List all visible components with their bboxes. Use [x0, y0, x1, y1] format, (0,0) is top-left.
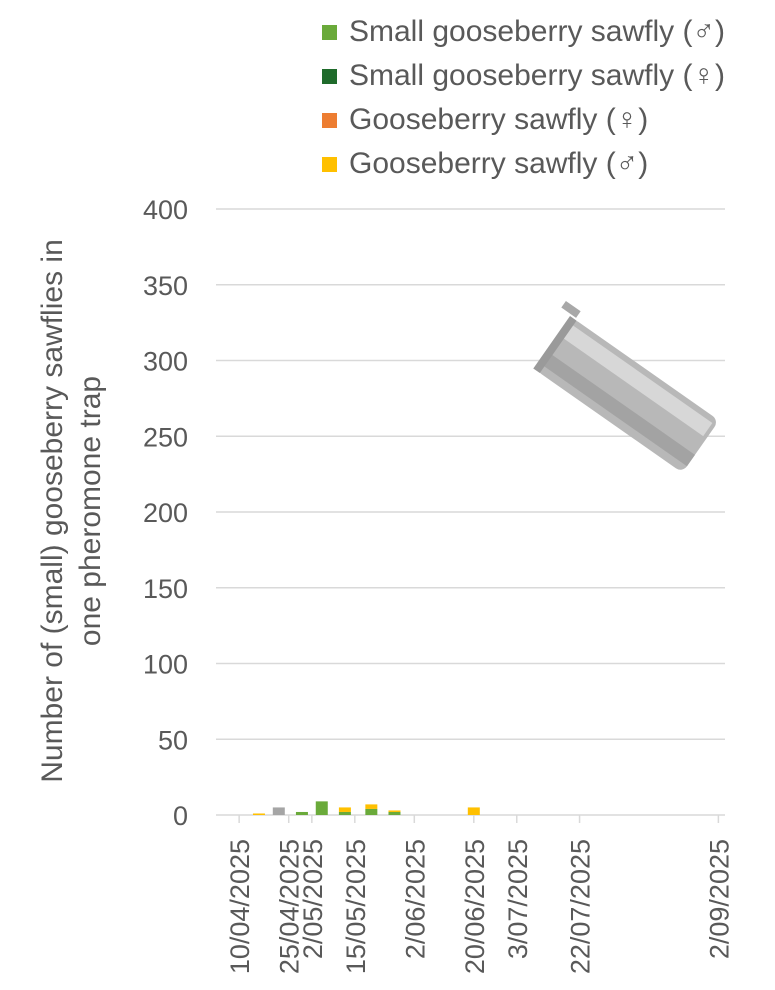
bar [388, 811, 401, 815]
legend-swatch [322, 156, 337, 172]
bar [388, 810, 401, 812]
x-tick-label: 10/04/2025 [225, 839, 255, 974]
bar [365, 804, 378, 809]
bar [272, 807, 285, 815]
legend-swatch [322, 24, 337, 40]
y-tick-label: 250 [143, 422, 188, 452]
legend-item: Small gooseberry sawfly (♀) [322, 54, 725, 98]
legend-swatch [322, 112, 337, 128]
x-tick-label: 2/05/2025 [298, 839, 328, 959]
bar-series [252, 801, 480, 815]
y-tick-label: 300 [143, 347, 188, 377]
legend-item: Small gooseberry sawfly (♂) [322, 10, 725, 54]
legend-label: Gooseberry sawfly (♂) [349, 147, 649, 180]
y-tick-label: 100 [143, 650, 188, 680]
y-tick-label: 0 [173, 801, 188, 831]
y-axis-label: Number of (small) gooseberry sawflies in… [36, 239, 107, 783]
bar [467, 807, 480, 815]
legend: Small gooseberry sawfly (♂) Small gooseb… [322, 10, 725, 186]
legend-item: Gooseberry sawfly (♂) [322, 142, 725, 186]
bar [252, 813, 265, 815]
gridlines [216, 208, 725, 816]
x-tick-label: 2/09/2025 [704, 839, 734, 959]
x-tick-label: 25/04/2025 [275, 839, 305, 974]
x-tick-label: 15/05/2025 [341, 839, 371, 974]
bar [338, 811, 351, 815]
x-tick-label: 3/07/2025 [503, 839, 533, 959]
y-tick-label: 200 [143, 498, 188, 528]
legend-label: Small gooseberry sawfly (♂) [349, 15, 725, 48]
y-tick-label: 400 [143, 195, 188, 225]
bar [295, 811, 308, 815]
y-tick-label: 150 [143, 574, 188, 604]
x-tick-label: 22/07/2025 [566, 839, 596, 974]
bar [365, 808, 378, 815]
bar [315, 801, 328, 815]
legend-label: Gooseberry sawfly (♀) [349, 103, 649, 136]
x-tick-label: 2/06/2025 [400, 839, 430, 959]
legend-label: Small gooseberry sawfly (♀) [349, 59, 725, 92]
y-tick-label: 50 [158, 725, 188, 755]
y-axis-ticks: 0 50 100 150 200 250 300 350 400 [143, 195, 188, 831]
bar [338, 807, 351, 812]
legend-swatch [322, 68, 337, 84]
legend-item: Gooseberry sawfly (♀) [322, 98, 725, 142]
x-tick-label: 20/06/2025 [460, 839, 490, 974]
pheromone-trap-image [533, 300, 716, 470]
y-tick-label: 350 [143, 271, 188, 301]
